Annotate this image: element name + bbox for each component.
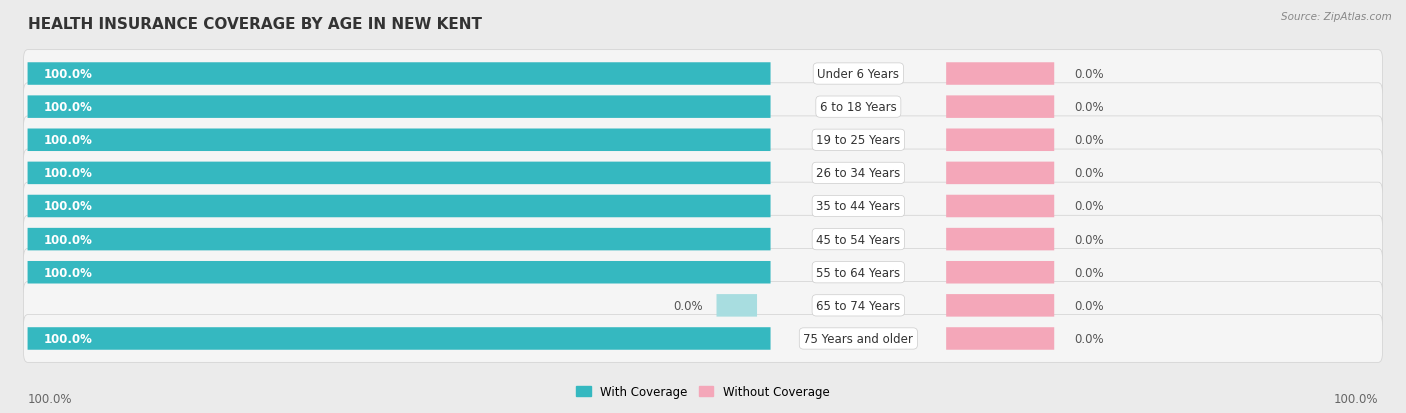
FancyBboxPatch shape [946, 228, 1054, 251]
Text: 100.0%: 100.0% [44, 101, 93, 114]
Text: 100.0%: 100.0% [44, 266, 93, 279]
Text: 100.0%: 100.0% [1333, 392, 1378, 405]
Text: 0.0%: 0.0% [1074, 200, 1104, 213]
FancyBboxPatch shape [28, 328, 770, 350]
Text: 100.0%: 100.0% [44, 332, 93, 345]
FancyBboxPatch shape [24, 315, 1382, 363]
Text: 100.0%: 100.0% [44, 134, 93, 147]
Text: 55 to 64 Years: 55 to 64 Years [817, 266, 900, 279]
Text: Under 6 Years: Under 6 Years [817, 68, 900, 81]
FancyBboxPatch shape [28, 228, 770, 251]
FancyBboxPatch shape [946, 261, 1054, 284]
Text: 0.0%: 0.0% [1074, 299, 1104, 312]
Text: 19 to 25 Years: 19 to 25 Years [817, 134, 900, 147]
Text: HEALTH INSURANCE COVERAGE BY AGE IN NEW KENT: HEALTH INSURANCE COVERAGE BY AGE IN NEW … [28, 17, 482, 31]
Text: 0.0%: 0.0% [1074, 332, 1104, 345]
Text: 0.0%: 0.0% [1074, 68, 1104, 81]
Text: 100.0%: 100.0% [44, 167, 93, 180]
Text: 0.0%: 0.0% [1074, 134, 1104, 147]
FancyBboxPatch shape [946, 328, 1054, 350]
FancyBboxPatch shape [24, 150, 1382, 197]
Text: 35 to 44 Years: 35 to 44 Years [817, 200, 900, 213]
FancyBboxPatch shape [28, 162, 770, 185]
Legend: With Coverage, Without Coverage: With Coverage, Without Coverage [572, 381, 834, 403]
Text: 0.0%: 0.0% [1074, 101, 1104, 114]
Text: 100.0%: 100.0% [44, 68, 93, 81]
FancyBboxPatch shape [946, 63, 1054, 85]
Text: 0.0%: 0.0% [1074, 167, 1104, 180]
FancyBboxPatch shape [24, 249, 1382, 297]
Text: 26 to 34 Years: 26 to 34 Years [817, 167, 900, 180]
FancyBboxPatch shape [28, 63, 770, 85]
Text: Source: ZipAtlas.com: Source: ZipAtlas.com [1281, 12, 1392, 22]
FancyBboxPatch shape [24, 183, 1382, 230]
Text: 100.0%: 100.0% [28, 392, 73, 405]
Text: 100.0%: 100.0% [44, 233, 93, 246]
FancyBboxPatch shape [24, 282, 1382, 330]
FancyBboxPatch shape [946, 96, 1054, 119]
FancyBboxPatch shape [946, 162, 1054, 185]
Text: 0.0%: 0.0% [1074, 266, 1104, 279]
FancyBboxPatch shape [28, 195, 770, 218]
Text: 100.0%: 100.0% [44, 200, 93, 213]
Text: 75 Years and older: 75 Years and older [803, 332, 914, 345]
Text: 65 to 74 Years: 65 to 74 Years [817, 299, 900, 312]
FancyBboxPatch shape [28, 129, 770, 152]
Text: 6 to 18 Years: 6 to 18 Years [820, 101, 897, 114]
FancyBboxPatch shape [28, 261, 770, 284]
FancyBboxPatch shape [24, 116, 1382, 164]
FancyBboxPatch shape [946, 294, 1054, 317]
Text: 0.0%: 0.0% [673, 299, 703, 312]
FancyBboxPatch shape [28, 96, 770, 119]
Text: 45 to 54 Years: 45 to 54 Years [817, 233, 900, 246]
FancyBboxPatch shape [717, 294, 756, 317]
Text: 0.0%: 0.0% [1074, 233, 1104, 246]
FancyBboxPatch shape [946, 195, 1054, 218]
FancyBboxPatch shape [24, 83, 1382, 131]
FancyBboxPatch shape [24, 50, 1382, 98]
FancyBboxPatch shape [24, 216, 1382, 263]
FancyBboxPatch shape [946, 129, 1054, 152]
